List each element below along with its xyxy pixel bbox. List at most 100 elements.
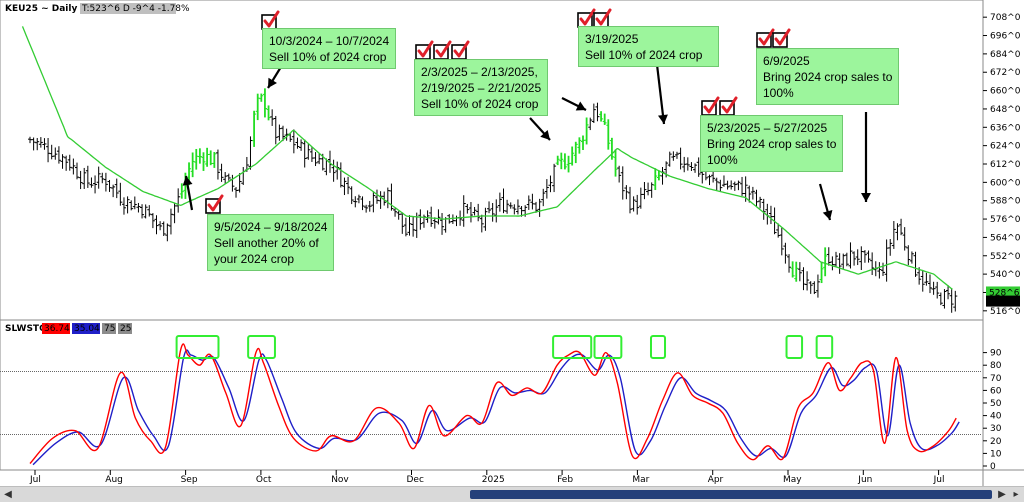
upper-level: 75 (104, 324, 115, 334)
note-line: 9/5/2024 – 9/18/2024 (214, 220, 328, 234)
arrow-head (861, 193, 871, 202)
note-line: 3/19/2025 (585, 32, 639, 46)
check-mark (774, 28, 791, 46)
arrow-head (822, 209, 833, 220)
arrow-icon (182, 175, 194, 211)
x-tick-label: Jul (29, 475, 41, 485)
check-box-icon (593, 8, 612, 28)
note-feb: 2/3/2025 – 2/13/2025, 2/19/2025 – 2/21/2… (414, 59, 549, 116)
check-box-icon (701, 96, 720, 116)
price-bars (28, 88, 958, 313)
x-tick-label: Apr (708, 475, 724, 485)
note-line: your 2024 crop (214, 252, 295, 266)
x-tick-label: Jul (933, 475, 945, 485)
note-line: Bring 2024 crop sales to (763, 70, 893, 84)
price-tick-label: 612^0 (990, 160, 1021, 170)
scroll-right-icon[interactable]: ▶ (998, 489, 1006, 500)
x-tick-label: Sep (181, 475, 198, 485)
note-line: Sell 10% of 2024 crop (269, 50, 387, 64)
signal-highlight-box (815, 335, 834, 359)
price-info-bg (80, 3, 176, 14)
signal-highlight-box (552, 335, 593, 359)
check-mark (703, 96, 720, 114)
check-mark (579, 8, 596, 26)
x-tick-label: Mar (632, 475, 649, 485)
price-tick-label: 684^0 (990, 50, 1021, 60)
symbol-title: KEU25 ~ Daily (5, 4, 77, 14)
x-tick-label: 2025 (482, 475, 505, 485)
annotation-arrows (182, 55, 871, 221)
check-box-icon (451, 40, 470, 60)
check-box-icon (577, 8, 596, 28)
horizontal-scrollbar[interactable]: ◀ ▶ ▸ (0, 486, 1024, 502)
note-line: 10/3/2024 – 10/7/2024 (269, 34, 390, 48)
note-line: 100% (707, 153, 738, 167)
price-info: T:523^6 D -9^4 -1.78% (81, 4, 190, 14)
stoch-k-line (29, 343, 957, 464)
check-mark (721, 96, 738, 114)
price-tick-label: 552^0 (990, 252, 1021, 262)
price-tick-label: 540^0 (990, 270, 1021, 280)
note-line: 2/19/2025 – 2/21/2025 (421, 81, 542, 95)
signal-highlights (175, 335, 834, 359)
x-tick-label: Dec (407, 475, 424, 485)
time-axis: Jul Aug Sep Oct Nov Dec 2025 Feb Mar Apr May Jun Jul (29, 470, 944, 485)
osc-tick-label: 40 (990, 412, 1002, 422)
price-tick-label: 696^0 (990, 32, 1021, 42)
osc-axis: 0 10 20 30 40 50 60 70 80 90 (983, 349, 1002, 472)
arrow-icon (861, 112, 871, 202)
x-tick-label: Nov (331, 475, 349, 485)
signal-highlight-box (593, 335, 623, 359)
arrow-icon (654, 55, 668, 125)
moving-average-line (21, 26, 953, 290)
note-mar: 3/19/2025 Sell 10% of 2024 crop (578, 26, 719, 67)
price-tick-label: 672^0 (990, 68, 1021, 78)
close-last-label: 523^6 (989, 298, 1020, 308)
price-tick-label: 588^0 (990, 197, 1021, 207)
check-marks (205, 8, 791, 214)
k-value: 36.74 (44, 324, 70, 334)
signal-highlight-box (247, 335, 276, 359)
osc-tick-label: 60 (990, 386, 1002, 396)
scroll-end-icon[interactable]: ▸ (1013, 489, 1019, 500)
arrow-head (182, 176, 193, 186)
price-tick-label: 636^0 (990, 123, 1021, 133)
signal-highlight-box (175, 335, 220, 359)
x-tick-label: Jun (857, 475, 872, 485)
note-oct: 10/3/2024 – 10/7/2024 Sell 10% of 2024 c… (262, 28, 397, 69)
upper-level-bg (102, 323, 116, 334)
check-box-icon (433, 40, 452, 60)
check-mark (453, 40, 470, 58)
note-line: Sell 10% of 2024 crop (421, 97, 539, 111)
arrow-head (540, 129, 550, 140)
signal-highlight-box (649, 335, 667, 359)
note-line: Bring 2024 crop sales to (707, 137, 837, 151)
check-box-icon (205, 194, 224, 214)
note-line: Sell 10% of 2024 crop (585, 48, 703, 62)
check-box-icon (261, 10, 280, 30)
d-value: 35.04 (74, 324, 100, 334)
scroll-left-icon[interactable]: ◀ (4, 489, 12, 500)
arrow-icon (561, 97, 587, 111)
price-axis: 516^0528^0540^0552^0564^0576^0588^0600^0… (983, 13, 1021, 317)
price-tick-label: 516^0 (990, 307, 1021, 317)
scroll-thumb[interactable] (470, 490, 992, 499)
arrow-shaft (654, 55, 666, 125)
osc-title: SLWSTO (5, 324, 47, 334)
arrow-icon (529, 117, 551, 141)
osc-tick-label: 10 (990, 449, 1002, 459)
price-tick-label: 648^0 (990, 105, 1021, 115)
check-mark (417, 40, 434, 58)
check-box-icon (415, 40, 434, 60)
check-box-icon (756, 28, 775, 48)
lower-level-bg (118, 323, 132, 334)
note-line: 6/9/2025 (763, 54, 810, 68)
x-tick-label: May (783, 475, 802, 485)
check-mark (758, 28, 775, 46)
price-tick-label: 708^0 (990, 13, 1021, 23)
price-tick-label: 576^0 (990, 215, 1021, 225)
note-sep: 9/5/2024 – 9/18/2024 Sell another 20% of… (207, 214, 335, 271)
